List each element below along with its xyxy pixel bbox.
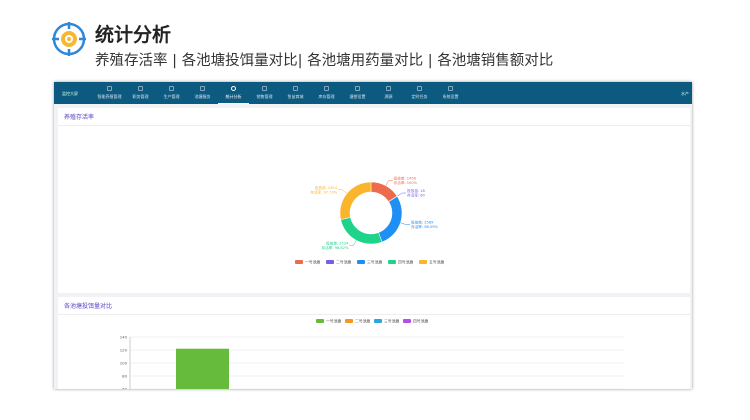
label-line [396, 192, 407, 197]
nav-label: 库存管理 [318, 94, 335, 99]
nav-label: 池塘服务 [194, 94, 211, 99]
slice-label: 投放苗: 2614 [315, 185, 338, 190]
donut-slice [340, 217, 383, 245]
donut-slice [339, 181, 372, 220]
nav-item[interactable]: 定时任务 [404, 86, 435, 104]
nav-icon [293, 86, 298, 91]
nav-icon [262, 86, 267, 91]
nav-item[interactable]: 生产管理 [156, 86, 187, 104]
feed-bar-chart: 20406080100120140一号池塘二号池塘三号池塘四号池塘 [120, 319, 624, 389]
slice-label: 存活率: 98.59% [411, 224, 438, 229]
y-tick-label: 100 [120, 360, 128, 365]
survival-title: 养殖存活率 [58, 108, 690, 126]
donut-slice [378, 196, 403, 243]
slice-label: 存活率: 97.73% [310, 189, 337, 194]
legend-swatch [374, 319, 382, 323]
legend-label: 四号池塘 [413, 319, 428, 324]
nav-icon [138, 86, 143, 91]
nav-item[interactable]: 库存管理 [311, 86, 342, 104]
nav-icon [386, 86, 391, 91]
nav-label: 职务管理 [132, 94, 149, 99]
y-tick-label: 60 [122, 386, 127, 389]
slice-label: 存活率: 100% [394, 180, 418, 185]
slice-label: 存活率: 60 [407, 193, 425, 198]
slice-label: 存活率: 98.62% [322, 245, 349, 250]
y-tick-label: 140 [120, 334, 128, 339]
user-menu[interactable]: 水产 [681, 91, 689, 96]
nav-label: 溯源 [384, 94, 393, 99]
slice-label: 投放苗: 2524 [326, 241, 349, 246]
nav-label: 智能养殖管理 [97, 94, 122, 99]
nav-item[interactable]: 池塘服务 [187, 86, 218, 104]
nav-icon [324, 86, 329, 91]
nav-label: 生产管理 [163, 94, 180, 99]
legend-label: 三号池塘 [367, 260, 382, 265]
legend-swatch [345, 319, 353, 323]
legend-label: 四号池塘 [398, 260, 413, 265]
nav-item[interactable]: 鱼苗商城 [280, 86, 311, 104]
nav-brand[interactable]: 监控大屏 [62, 91, 78, 96]
target-icon [52, 22, 86, 56]
y-tick-label: 80 [122, 373, 127, 378]
legend-swatch [295, 260, 303, 264]
nav-icon [200, 86, 205, 91]
feed-title: 各池塘投饵量对比 [58, 297, 690, 315]
legend-label: 一号池塘 [326, 319, 341, 324]
nav-item[interactable]: 塘塑设置 [342, 86, 373, 104]
nav-label: 塘塑设置 [349, 94, 366, 99]
nav-item[interactable]: 智能养殖管理 [94, 86, 125, 104]
nav-item[interactable]: 系统设置 [435, 86, 466, 104]
legend-swatch [316, 319, 324, 323]
legend-swatch [388, 260, 396, 264]
nav-item[interactable]: 职务管理 [125, 86, 156, 104]
slice-label: 投放苗: 2589 [411, 220, 434, 225]
legend-label: 三号池塘 [384, 319, 399, 324]
label-line [385, 180, 393, 186]
nav-icon [231, 86, 236, 91]
page-title: 统计分析 [95, 24, 172, 46]
app-window: 监控大屏 智能养殖管理 职务管理 生产管理 池塘服务 统计分析 销售管理 鱼苗商城 库存管理 塘… [54, 82, 692, 389]
nav-icon [355, 86, 360, 91]
nav-label: 统计分析 [225, 94, 242, 99]
label-line [338, 189, 348, 194]
survival-card: 养殖存活率 投放苗: 1456 存活率: 100% 一号池塘 投放苗: 18 存活率: … [58, 108, 690, 293]
legend-label: 二号池塘 [355, 319, 370, 324]
nav-label: 鱼苗商城 [287, 94, 304, 99]
nav-label: 系统设置 [442, 94, 459, 99]
nav-icon [107, 86, 112, 91]
nav-label: 销售管理 [256, 94, 273, 99]
nav-item[interactable]: 销售管理 [249, 86, 280, 104]
nav-label: 定时任务 [411, 94, 428, 99]
label-line [400, 222, 411, 225]
nav-icon [448, 86, 453, 91]
nav-icon [169, 86, 174, 91]
legend-swatch [326, 260, 334, 264]
y-tick-label: 120 [120, 347, 128, 352]
legend-label: 二号池塘 [336, 260, 351, 265]
feed-card: 各池塘投饵量对比 20406080100120140一号池塘二号池塘三号池塘四号… [58, 297, 690, 389]
legend-label: 五号池塘 [429, 260, 444, 265]
legend-label: 一号池塘 [305, 260, 320, 265]
legend-swatch [357, 260, 365, 264]
nav-item[interactable]: 统计分析 [218, 86, 249, 104]
nav-icon [417, 86, 422, 91]
page-subtitle: 养殖存活率 | 各池塘投饵量对比| 各池塘用药量对比 | 各池塘销售额对比 [95, 53, 554, 69]
slice-label: 投放苗: 1456 [394, 175, 417, 180]
legend-swatch [403, 319, 411, 323]
nav-item[interactable]: 溯源 [373, 86, 404, 104]
legend-swatch [419, 260, 427, 264]
slice-label: 投放苗: 18 [407, 188, 425, 193]
top-nav: 监控大屏 智能养殖管理 职务管理 生产管理 池塘服务 统计分析 销售管理 鱼苗商城 库存管理 塘… [54, 82, 692, 104]
label-line [349, 240, 357, 246]
bar [176, 348, 229, 389]
